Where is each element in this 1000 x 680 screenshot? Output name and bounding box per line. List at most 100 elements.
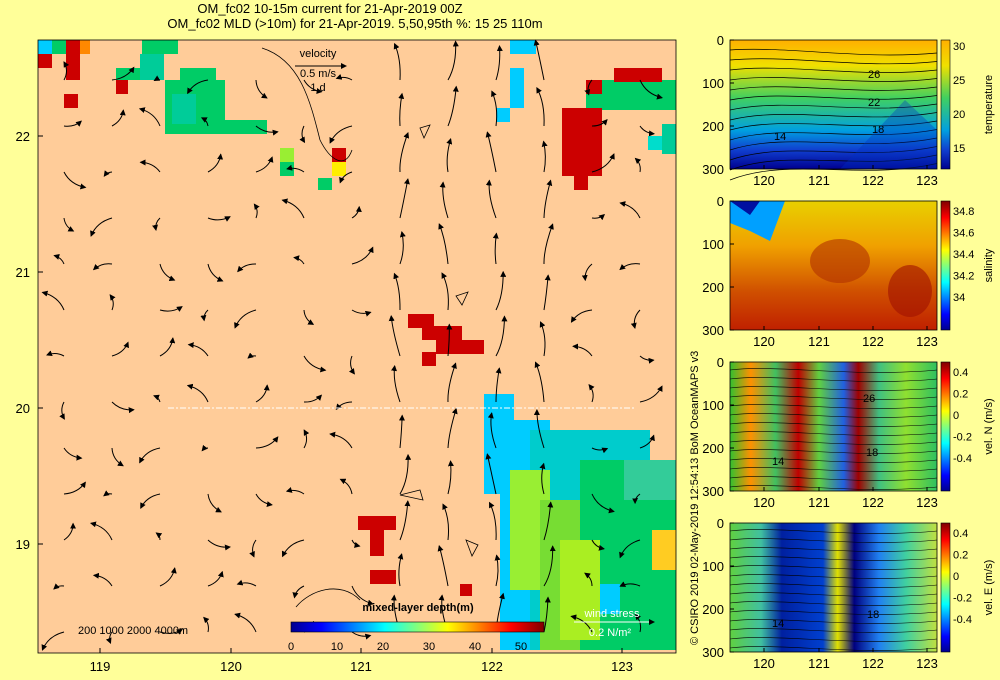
salty-core: [810, 239, 870, 283]
section-x-tick-label: 120: [753, 173, 775, 188]
current-arrow: [639, 79, 663, 100]
current-arrow: [543, 179, 553, 219]
mld-cell: [38, 54, 52, 68]
mld-cell: [116, 80, 128, 94]
current-arrow: [351, 631, 372, 640]
current-arrow: [152, 217, 161, 231]
mld-colorbar-tick: 40: [469, 641, 481, 653]
section-x-tick-label: 123: [916, 334, 938, 349]
contour-label: 22: [868, 97, 880, 109]
section-colorbar-tick: 0: [953, 410, 959, 422]
section-y-tick-label: 200: [702, 280, 724, 295]
current-arrow: [63, 447, 83, 461]
mld-cell: [408, 314, 434, 328]
section-colorbar-tick: 0: [953, 571, 959, 583]
velocity-key: velocity 0.5 m/s 1 d: [295, 48, 347, 94]
current-arrow: [299, 125, 306, 144]
section-x-tick-label: 121: [808, 495, 830, 510]
contour-label: 18: [872, 124, 884, 136]
current-arrow: [255, 79, 268, 99]
section-colorbar: [940, 200, 951, 331]
current-arrow: [398, 92, 405, 127]
current-arrow: [485, 453, 497, 495]
section-field: [730, 362, 937, 491]
current-arrow: [255, 156, 274, 173]
section-colorbar-tick: 15: [953, 143, 965, 155]
section-colorbar-label: salinity: [983, 248, 995, 282]
depth-contours: [261, 47, 479, 608]
current-arrow: [253, 203, 260, 219]
current-arrow: [639, 355, 655, 364]
current-arrow: [619, 581, 641, 587]
mld-cell: [332, 148, 346, 162]
current-arrow: [632, 493, 641, 505]
map-x-tick-label: 122: [481, 659, 503, 674]
current-arrow: [619, 539, 641, 559]
current-arrow: [539, 321, 546, 357]
current-arrow: [495, 367, 502, 403]
section-colorbar: [940, 361, 951, 492]
section-colorbar-tick: 34: [953, 292, 965, 304]
mld-cell: [180, 68, 216, 82]
current-arrow: [393, 272, 401, 311]
section-y-tick-label: 300: [702, 162, 724, 177]
current-arrow: [591, 153, 615, 173]
contour-label: 14: [774, 131, 786, 143]
section-x-tick-label: 120: [753, 334, 775, 349]
isotherm-line: [729, 67, 938, 73]
map-frame: [37, 39, 677, 654]
current-arrow: [281, 539, 305, 558]
current-arrow: [138, 107, 161, 127]
current-arrow: [109, 294, 116, 311]
map-x-tick-label: 120: [220, 659, 242, 674]
mld-cell: [280, 148, 294, 162]
section-colorbar-tick: 25: [953, 75, 965, 87]
mld-cell: [460, 584, 472, 596]
current-arrow: [255, 436, 279, 449]
section-x-tick-label: 122: [862, 656, 884, 671]
section-colorbar-tick: -0.4: [953, 453, 972, 465]
current-arrow: [255, 493, 273, 507]
isotherm-line: [729, 377, 938, 382]
isotherm-line: [729, 467, 938, 472]
section-frame: [729, 522, 938, 653]
current-arrow: [492, 232, 499, 265]
current-arrow: [207, 493, 222, 513]
current-arrow: [351, 205, 362, 219]
current-arrow: [533, 408, 545, 449]
map-y-tick-label: 19: [16, 537, 30, 552]
contour-label: 26: [868, 69, 880, 81]
current-arrow: [391, 364, 401, 403]
section-y-tick-label: 200: [702, 602, 724, 617]
section-y-tick-label: 300: [702, 484, 724, 499]
mld-colorbar-tick: 30: [423, 641, 435, 653]
isotherm-line: [729, 592, 938, 597]
current-arrow: [200, 117, 209, 127]
section-x-tick-label: 120: [753, 656, 775, 671]
section-colorbar: [940, 522, 951, 653]
mld-cell: [614, 68, 662, 82]
mld-cell: [80, 40, 90, 54]
current-arrow: [249, 539, 257, 558]
isotherm-line: [729, 103, 938, 111]
section-y-tick-label: 0: [717, 194, 724, 209]
current-arrow: [159, 306, 183, 312]
section-y-tick-label: 300: [702, 323, 724, 338]
current-arrow: [399, 178, 410, 219]
section-colorbar: [940, 39, 951, 170]
current-arrow: [536, 86, 545, 127]
current-arrow: [399, 453, 412, 495]
section-colorbar-tick: 0.4: [953, 528, 968, 540]
contour-label: 18: [866, 447, 878, 459]
current-arrow: [619, 263, 641, 271]
isotherm-line: [729, 58, 938, 65]
current-arrow: [63, 171, 87, 190]
mld-cell: [280, 162, 294, 176]
current-arrow: [351, 309, 372, 317]
section-colorbar-tick: 34.6: [953, 228, 974, 240]
current-arrow: [285, 487, 305, 495]
current-arrow: [539, 462, 546, 495]
depth-legend: 200 1000 2000 4000m: [78, 625, 188, 637]
current-arrow: [237, 263, 257, 273]
